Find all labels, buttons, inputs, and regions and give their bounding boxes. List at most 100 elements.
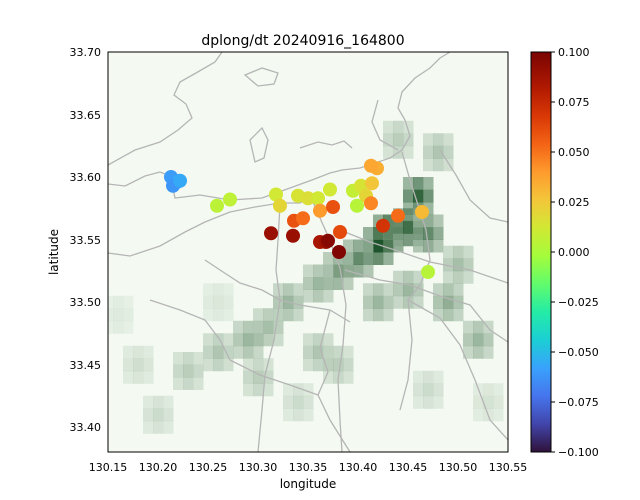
precip-cell	[453, 308, 464, 322]
precip-cell	[213, 345, 224, 359]
data-point	[269, 187, 283, 202]
y-tick-label: 33.40	[70, 421, 102, 434]
precip-cell	[393, 270, 404, 284]
precip-cell	[223, 308, 234, 322]
precip-cell	[253, 333, 264, 347]
precip-cell	[343, 345, 354, 359]
precip-cell	[363, 295, 374, 309]
precip-cell	[153, 395, 164, 409]
precip-cell	[108, 295, 114, 309]
precip-cell	[433, 383, 444, 397]
precip-cell	[433, 158, 444, 172]
precip-cell	[363, 252, 374, 265]
precip-cell	[463, 345, 474, 359]
precip-cell	[383, 145, 394, 159]
precip-cell	[413, 214, 424, 228]
precip-cell	[183, 364, 194, 378]
precip-cell	[193, 377, 204, 390]
precip-cell	[293, 395, 304, 409]
precip-cell	[403, 189, 414, 203]
x-tick-label: 130.15	[89, 461, 128, 474]
precip-cell	[303, 345, 314, 359]
precip-cell	[253, 383, 264, 397]
data-point	[323, 182, 337, 197]
precip-cell	[413, 189, 424, 203]
district-border	[229, 359, 319, 396]
precip-cell	[143, 358, 154, 372]
precip-cell	[163, 408, 174, 422]
x-tick-label: 130.45	[389, 461, 428, 474]
precip-cell	[133, 345, 144, 359]
precip-cell	[443, 295, 454, 309]
precip-cell	[223, 345, 234, 359]
precip-cell	[243, 370, 254, 384]
x-tick-label: 130.55	[489, 461, 528, 474]
precip-cell	[403, 270, 414, 284]
precip-cell	[233, 333, 244, 347]
coastline	[108, 52, 223, 166]
precip-cell	[463, 245, 474, 259]
data-point	[273, 198, 287, 213]
precip-cell	[193, 364, 204, 378]
x-tick-label: 130.35	[289, 461, 328, 474]
precip-cell	[443, 283, 454, 297]
precip-cell	[123, 358, 134, 372]
precip-cell	[383, 133, 394, 147]
data-point	[364, 158, 378, 173]
precip-cell	[253, 370, 264, 384]
precip-cell	[108, 320, 114, 334]
precip-cell	[153, 408, 164, 422]
precip-cell	[283, 395, 294, 409]
precip-cell	[233, 345, 244, 359]
precip-cell	[423, 189, 434, 203]
precip-cell	[108, 308, 114, 322]
precip-cell	[403, 177, 414, 190]
precip-cell	[243, 383, 254, 397]
precip-cell	[473, 345, 484, 359]
precip-cell	[323, 333, 334, 347]
precip-cell	[353, 264, 364, 278]
precip-cell	[483, 395, 494, 409]
colorbar-tick-label: 0.075	[558, 96, 590, 109]
data-point	[301, 191, 315, 206]
precip-cell	[323, 252, 334, 265]
precip-cell	[173, 352, 184, 365]
precip-cell	[283, 383, 294, 397]
x-tick-label: 130.20	[139, 461, 178, 474]
precip-cell	[303, 264, 314, 278]
precip-cell	[313, 333, 324, 347]
precip-cell	[433, 239, 444, 253]
precip-cell	[213, 333, 224, 347]
precip-cell	[343, 358, 354, 372]
island-outline	[243, 67, 279, 87]
precip-cell	[393, 283, 404, 297]
precip-cell	[493, 395, 504, 409]
precip-cell	[303, 408, 314, 422]
data-point	[311, 191, 325, 206]
precip-cell	[353, 239, 364, 253]
precip-cell	[413, 383, 424, 397]
precip-cell	[433, 295, 444, 309]
precip-cell	[213, 358, 224, 372]
precip-cell	[483, 345, 494, 359]
x-axis-title: longitude	[280, 477, 337, 491]
precip-cell	[423, 214, 434, 228]
scatter-points	[164, 158, 435, 279]
precip-cell	[423, 227, 434, 240]
precip-cell	[183, 377, 194, 390]
data-point	[391, 208, 405, 223]
precip-cell	[223, 295, 234, 309]
precip-cell	[263, 308, 274, 322]
precip-cell	[373, 239, 384, 253]
precip-cell	[433, 214, 444, 228]
precip-cell	[173, 377, 184, 390]
x-tick-label: 130.30	[239, 461, 278, 474]
precip-cell	[123, 345, 134, 359]
precip-cell	[123, 295, 134, 309]
district-border	[257, 204, 281, 452]
precip-cell	[463, 333, 474, 347]
precip-cell	[453, 245, 464, 259]
precip-cell	[403, 283, 414, 297]
precip-cell	[363, 264, 374, 278]
precip-cell	[273, 295, 284, 309]
